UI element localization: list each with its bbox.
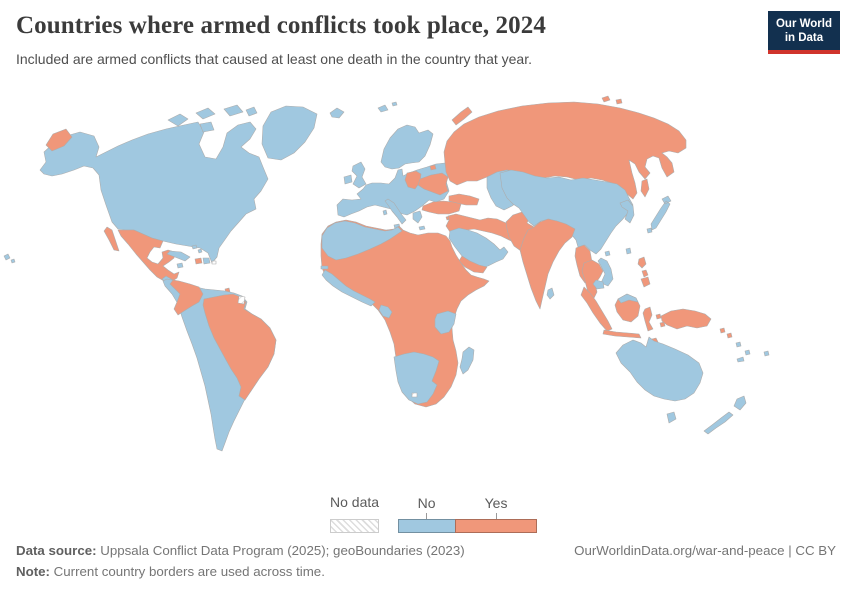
owid-logo-line2: in Data [784, 32, 824, 45]
region-gabon[interactable] [378, 304, 393, 319]
owid-logo-line1: Our World [775, 18, 832, 30]
region-west-african-coast[interactable] [321, 269, 376, 307]
region-russia[interactable] [443, 95, 687, 200]
legend-no-swatch[interactable] [398, 519, 456, 533]
region-madagascar[interactable] [459, 346, 475, 375]
owid-logo[interactable]: Our World in Data [767, 11, 840, 54]
legend-no-data-swatch[interactable] [330, 519, 380, 533]
region-new-guinea[interactable] [660, 308, 712, 330]
legend-no-data[interactable]: No data [330, 494, 379, 533]
footer-note-text: Current country borders are used across … [49, 564, 325, 579]
region-tasmania[interactable] [666, 411, 677, 424]
region-turkey[interactable] [421, 200, 462, 215]
region-dominican-republic[interactable] [202, 257, 211, 265]
legend-no-tick [426, 513, 428, 519]
footer-link[interactable]: OurWorldinData.org/war-and-peace | CC BY [574, 543, 836, 558]
region-sulawesi[interactable] [642, 306, 654, 332]
region-pacific-islands-no[interactable] [735, 341, 770, 363]
region-vietnam[interactable] [597, 257, 614, 287]
legend-yes-label: Yes [484, 495, 508, 511]
footer-source: Data source: Uppsala Conflict Data Progr… [16, 543, 465, 558]
region-europe-mainland[interactable] [336, 162, 450, 218]
region-canada-usa[interactable] [39, 121, 269, 264]
region-taiwan[interactable] [625, 247, 632, 255]
footer: Data source: Uppsala Conflict Data Progr… [16, 543, 836, 579]
region-sri-lanka[interactable] [546, 287, 555, 300]
region-korea[interactable] [619, 199, 635, 224]
region-southern-africa[interactable] [393, 351, 440, 405]
region-cambodia[interactable] [592, 279, 605, 290]
region-java[interactable] [602, 329, 642, 339]
legend-bar: No Yes [398, 495, 538, 533]
region-scandinavia[interactable] [380, 124, 434, 170]
page-title: Countries where armed conflicts took pla… [16, 12, 546, 39]
region-pacific-islands-yes[interactable] [719, 327, 733, 339]
region-ireland[interactable] [343, 174, 353, 185]
region-french-guiana[interactable] [237, 295, 246, 305]
region-lesotho[interactable] [411, 392, 418, 398]
region-india[interactable] [519, 218, 576, 310]
footer-source-label: Data source: [16, 543, 97, 558]
region-arabia[interactable] [448, 227, 509, 269]
region-svalbard[interactable] [377, 101, 398, 113]
region-greece[interactable] [412, 210, 426, 231]
legend-no-data-label: No data [330, 494, 380, 510]
region-ukraine[interactable] [417, 172, 449, 196]
footer-source-text: Uppsala Conflict Data Program (2025); ge… [96, 543, 465, 558]
region-japan[interactable] [646, 195, 672, 234]
page-subtitle: Included are armed conflicts that caused… [16, 51, 532, 67]
region-new-zealand[interactable] [703, 395, 747, 435]
region-haiti[interactable] [194, 257, 203, 265]
region-colombia-ecuador[interactable] [169, 279, 204, 316]
region-tanzania[interactable] [434, 310, 457, 335]
region-borneo-malaysia[interactable] [617, 293, 639, 304]
region-gambia[interactable] [320, 265, 329, 270]
legend-yes-swatch[interactable] [455, 519, 538, 533]
region-bahamas[interactable] [191, 244, 203, 254]
footer-note-label: Note: [16, 564, 50, 579]
region-africa-mainland[interactable] [320, 219, 490, 408]
region-philippines[interactable] [637, 256, 651, 288]
legend-yes-tick [495, 513, 497, 519]
region-australia[interactable] [615, 336, 704, 402]
legend-item-no[interactable]: No [398, 495, 456, 533]
region-arctic-islands[interactable] [167, 104, 258, 133]
region-kaliningrad[interactable] [429, 164, 437, 171]
region-moluccas[interactable] [655, 313, 666, 328]
region-greenland[interactable] [261, 105, 318, 161]
region-chukotka-russia[interactable] [45, 128, 73, 152]
region-maghreb[interactable] [321, 220, 403, 261]
region-cuba[interactable] [166, 250, 191, 262]
footer-note: Note: Current country borders are used a… [16, 564, 836, 579]
region-hainan[interactable] [604, 250, 611, 257]
legend-no-label: No [417, 495, 436, 511]
region-puerto-rico[interactable] [211, 260, 217, 265]
legend-item-yes[interactable]: Yes [455, 495, 538, 533]
region-iceland[interactable] [329, 107, 345, 119]
region-united-kingdom[interactable] [351, 161, 367, 189]
region-germany[interactable] [404, 170, 422, 190]
region-hawaii[interactable] [3, 253, 16, 264]
region-jamaica[interactable] [176, 262, 184, 269]
map-legend: No data No Yes [330, 494, 538, 533]
region-china-mongolia[interactable] [499, 169, 634, 255]
region-sumatra[interactable] [580, 286, 613, 332]
